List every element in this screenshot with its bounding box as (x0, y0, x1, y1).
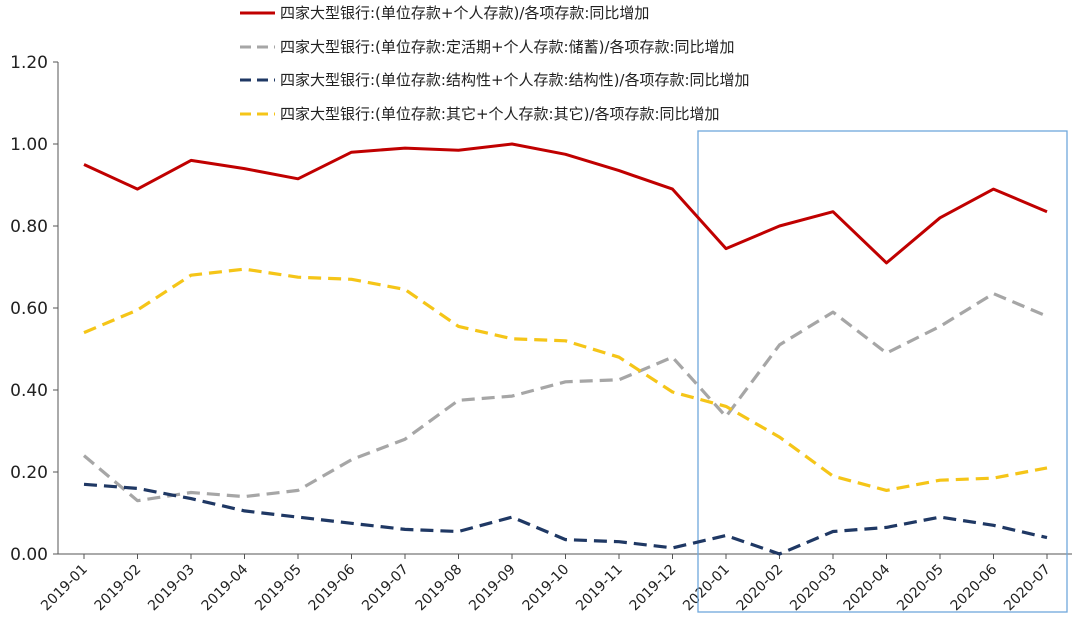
legend-label-0: 四家大型银行:(单位存款+个人存款)/各项存款:同比增加 (280, 4, 649, 22)
x-tick-label: 2019-04 (199, 561, 252, 614)
x-tick-label: 2019-11 (573, 562, 626, 615)
x-tick-label: 2019-03 (145, 562, 198, 615)
x-tick-label: 2019-06 (306, 561, 359, 614)
legend: 四家大型银行:(单位存款+个人存款)/各项存款:同比增加四家大型银行:(单位存款… (240, 4, 750, 123)
x-tick-label: 2020-03 (787, 562, 840, 615)
x-tick-label: 2019-05 (252, 562, 305, 615)
x-tick-label: 2019-08 (413, 562, 466, 615)
x-tick-label: 2020-07 (1001, 562, 1054, 615)
y-tick-label: 0.80 (10, 217, 48, 237)
x-tick-label: 2019-10 (520, 562, 573, 615)
y-tick-label: 1.20 (10, 53, 48, 73)
legend-label-2: 四家大型银行:(单位存款:结构性+个人存款:结构性)/各项存款:同比增加 (280, 71, 750, 89)
x-tick-label: 2019-01 (38, 562, 91, 615)
x-tick-label: 2020-04 (841, 561, 894, 614)
x-tick-label: 2020-06 (948, 561, 1001, 614)
highlight-box (697, 130, 1068, 613)
x-tick-label: 2019-12 (627, 562, 680, 615)
highlight-box-group (697, 130, 1068, 613)
y-tick-label: 1.00 (10, 135, 48, 155)
x-tick-label: 2019-07 (359, 562, 412, 615)
x-tick-label: 2020-02 (734, 562, 787, 615)
y-tick-label: 0.60 (10, 299, 48, 319)
y-tick-label: 0.40 (10, 381, 48, 401)
x-tick-label: 2020-05 (894, 562, 947, 615)
legend-label-3: 四家大型银行:(单位存款:其它+个人存款:其它)/各项存款:同比增加 (280, 105, 720, 123)
series-line-3 (83, 267, 1048, 492)
y-tick-label: 0.00 (10, 545, 48, 565)
series-line-1 (82, 292, 1048, 503)
y-axis: 0.00 0.20 0.40 0.60 0.80 1.00 1.20 (10, 53, 59, 565)
series-line-0 (83, 142, 1048, 265)
x-tick-label: 2020-01 (680, 562, 733, 615)
x-tick-label: 2019-02 (92, 562, 145, 615)
x-axis: 2019-01 2019-02 2019-03 2019-04 2019-05 2019-… (38, 553, 1072, 615)
legend-label-1: 四家大型银行:(单位存款:定活期+个人存款:储蓄)/各项存款:同比增加 (280, 38, 735, 56)
series-line-2 (83, 482, 1048, 556)
x-tick-label: 2019-09 (466, 562, 519, 615)
y-tick-label: 0.20 (10, 463, 48, 483)
series-group (82, 142, 1048, 556)
